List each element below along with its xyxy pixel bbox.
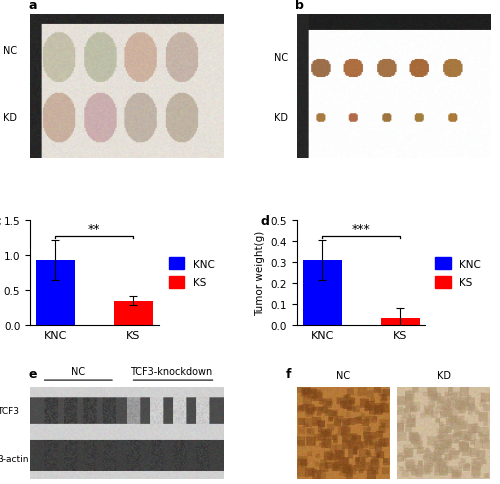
Text: TCF3-knockdown: TCF3-knockdown — [130, 367, 212, 377]
Legend: KNC, KS: KNC, KS — [436, 257, 482, 289]
Text: c: c — [0, 214, 2, 227]
Text: TCF3: TCF3 — [0, 406, 19, 415]
Text: NC: NC — [274, 53, 287, 62]
Text: NC: NC — [336, 370, 350, 380]
Text: e: e — [28, 367, 36, 380]
Text: f: f — [286, 367, 291, 380]
Text: b: b — [295, 0, 304, 12]
Text: a: a — [28, 0, 36, 12]
Text: **: ** — [88, 222, 101, 235]
Text: d: d — [260, 214, 270, 227]
Text: KD: KD — [3, 113, 17, 123]
Y-axis label: Tumor weight(g): Tumor weight(g) — [255, 230, 265, 316]
Text: β-actin: β-actin — [0, 454, 28, 464]
Bar — [380, 318, 420, 325]
Text: KD: KD — [436, 370, 450, 380]
Text: NC: NC — [3, 45, 17, 56]
Bar — [114, 301, 153, 325]
Bar — [36, 260, 75, 325]
Legend: KNC, KS: KNC, KS — [168, 257, 214, 289]
Text: KD: KD — [274, 113, 287, 123]
Text: NC: NC — [72, 367, 86, 377]
Text: ***: *** — [352, 223, 370, 236]
Bar — [302, 260, 342, 325]
